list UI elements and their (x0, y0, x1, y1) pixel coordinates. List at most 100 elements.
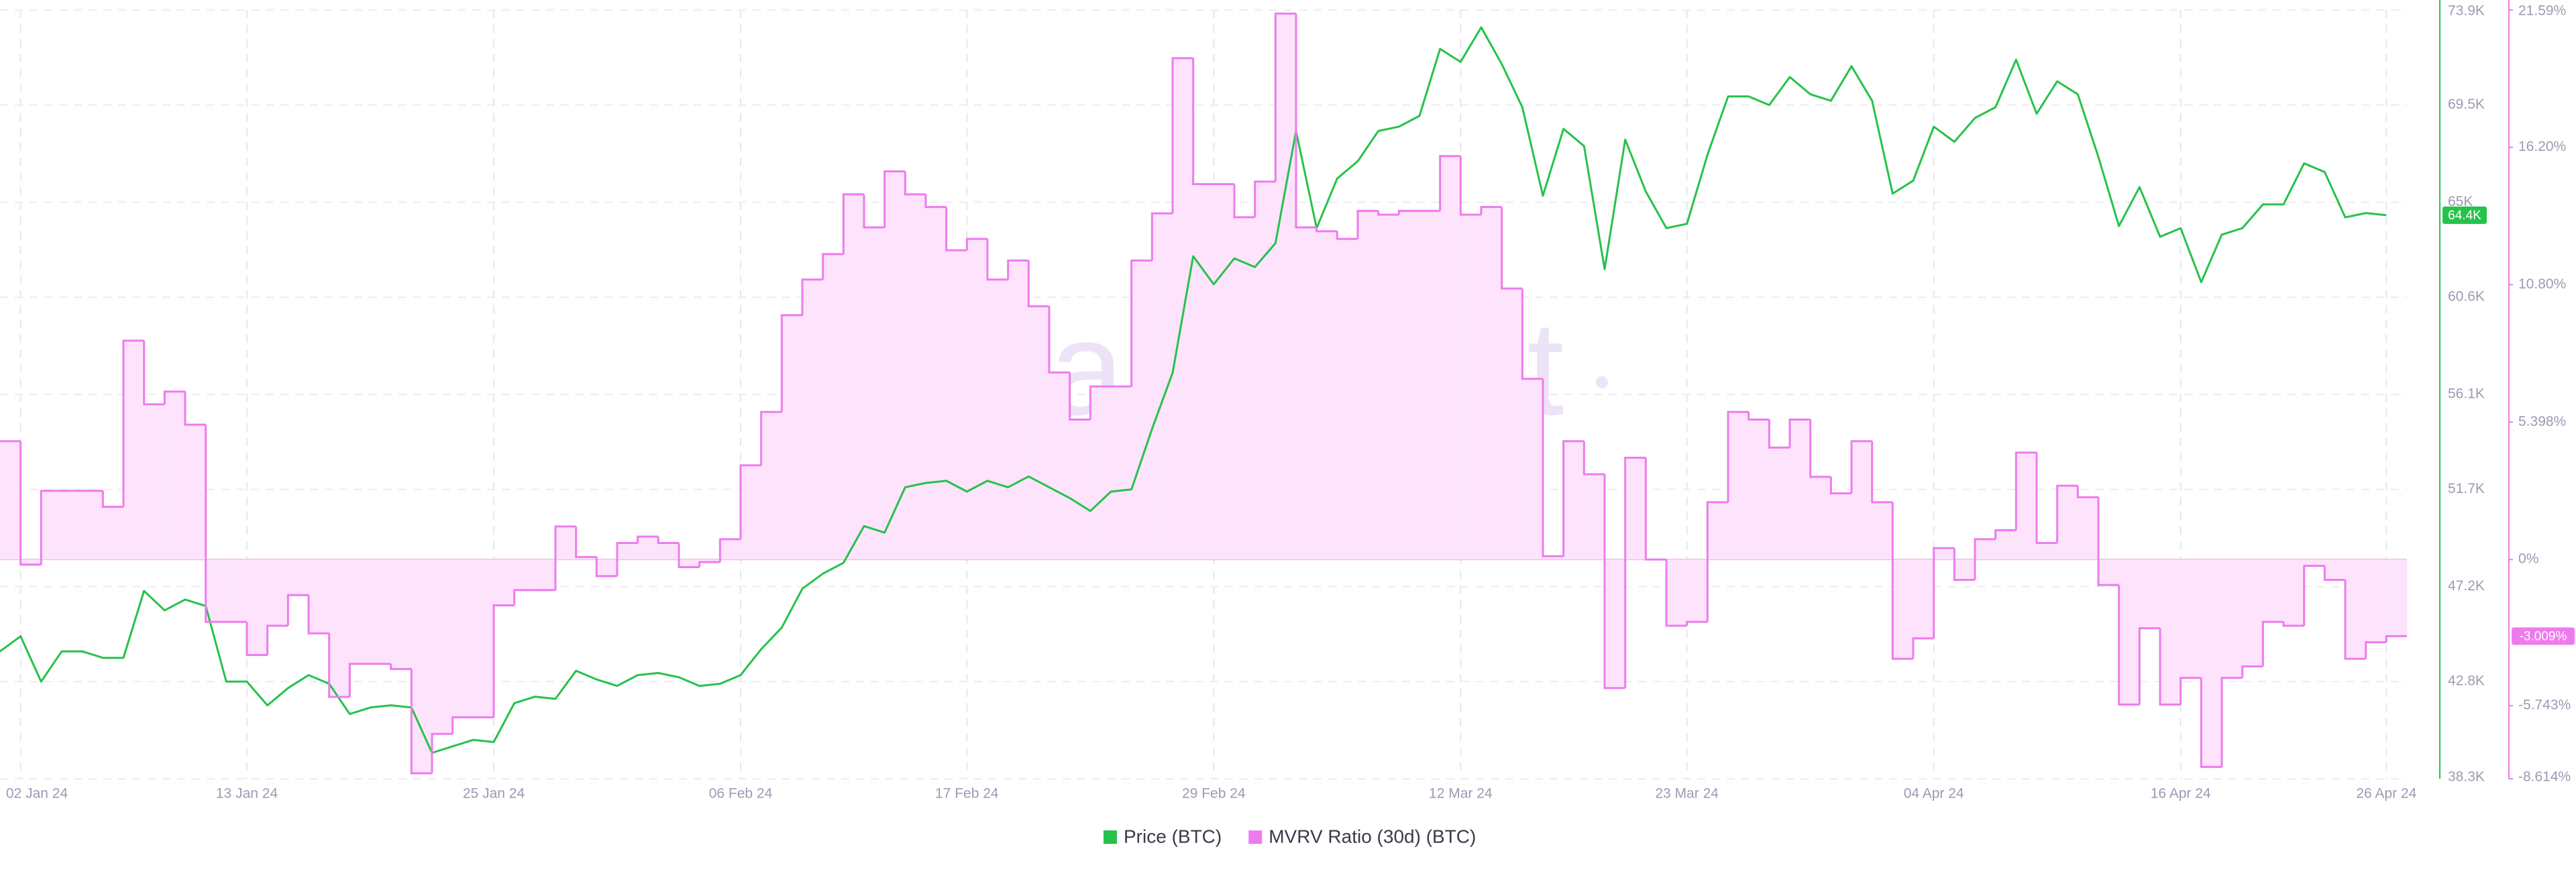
mvrv-step (1933, 547, 1955, 639)
mvrv-area (1522, 378, 1544, 560)
mvrv-area (82, 490, 103, 560)
mvrv-step (945, 207, 967, 252)
mvrv-step (678, 543, 700, 569)
mvrv-area (144, 404, 165, 560)
y-tick-label: 65K (2448, 194, 2473, 209)
mvrv-step (575, 526, 597, 558)
mvrv-area (1543, 556, 1564, 560)
mvrv-area (1028, 306, 1050, 560)
mvrv-step (1171, 57, 1193, 214)
mvrv-area (2139, 559, 2161, 629)
mvrv-area (946, 250, 967, 560)
mvrv-step (1768, 419, 1790, 449)
last-value-badge (2512, 627, 2575, 645)
mvrv-area (967, 239, 988, 560)
mvrv-area (576, 557, 597, 560)
legend-swatch (1248, 830, 1263, 844)
mvrv-area (679, 559, 700, 567)
mvrv-step (1644, 457, 1666, 561)
mvrv-area (1851, 441, 1873, 560)
mvrv-area (741, 465, 762, 560)
mvrv-area (1810, 476, 1831, 560)
x-tick-label: 23 Mar 24 (1655, 786, 1719, 802)
mvrv-step (2282, 622, 2304, 627)
mvrv-area (658, 543, 680, 560)
mvrv-area (1707, 502, 1729, 560)
mvrv-step (1130, 259, 1152, 387)
y2-tick-label: -8.614% (2518, 769, 2571, 785)
mvrv-area (987, 279, 1009, 560)
mvrv-step (1027, 260, 1049, 308)
mvrv-step (1706, 501, 1728, 622)
y-tick-label: 69.5K (2448, 97, 2485, 112)
mvrv-area (1605, 559, 1626, 688)
mvrv-step (1254, 180, 1276, 217)
mvrv-step (513, 589, 535, 606)
legend-label: Price (BTC) (1124, 826, 1222, 847)
legend-item[interactable]: Price (BTC) (1104, 826, 1222, 847)
mvrv-area (1728, 412, 1750, 560)
last-value-label: 64.4K (2448, 209, 2481, 223)
mvrv-step (1809, 419, 1831, 478)
mvrv-area (1460, 215, 1482, 560)
mvrv-step (1089, 385, 1111, 420)
mvrv-area (123, 340, 145, 560)
mvrv-step (1397, 209, 1419, 215)
mvrv-step (2056, 484, 2078, 543)
mvrv-area (20, 559, 42, 565)
mvrv-area (1049, 372, 1071, 560)
mvrv-area (2386, 559, 2408, 637)
y-tick-label: 60.6K (2448, 289, 2485, 305)
mvrv-step (1439, 155, 1461, 211)
mvrv-area (2057, 486, 2078, 560)
mvrv-area (2222, 559, 2243, 678)
y2-tick-label: 5.398% (2518, 414, 2566, 429)
mvrv-area (720, 539, 741, 560)
mvrv-step (1912, 637, 1934, 659)
mvrv-area (1584, 474, 1605, 560)
mvrv-area (1008, 260, 1029, 560)
mvrv-area (802, 279, 824, 560)
legend-item[interactable]: MVRV Ratio (30d) (BTC) (1248, 826, 1476, 847)
mvrv-area (1440, 156, 1461, 560)
y2-tick-label: 10.80% (2518, 276, 2566, 292)
y-tick-label: 56.1K (2448, 386, 2485, 402)
x-tick-label: 17 Feb 24 (935, 786, 999, 802)
mvrv-area (617, 543, 639, 560)
mvrv-step (40, 490, 62, 565)
mvrv-step (451, 716, 474, 734)
mvrv-area (2201, 559, 2222, 767)
mvrv-step (1480, 206, 1502, 215)
mvrv-area (370, 559, 392, 664)
mvrv-area (1872, 502, 1893, 560)
mvrv-area (1995, 530, 2017, 560)
mvrv-area (1152, 213, 1173, 560)
mvrv-step (1501, 207, 1523, 290)
mvrv-step (1686, 620, 1708, 626)
mvrv-step (143, 340, 165, 406)
x-tick-label: 04 Apr 24 (1904, 786, 1964, 802)
mvrv-area (1275, 13, 1297, 560)
mvrv-area (1399, 211, 1420, 560)
mvrv-area (1296, 227, 1318, 560)
mvrv-step (1624, 456, 1646, 688)
mvrv-area (1625, 457, 1646, 560)
mvrv-area (2345, 559, 2367, 659)
mvrv-step (1336, 231, 1358, 240)
mvrv-area (905, 194, 926, 560)
mvrv-area (2098, 559, 2120, 586)
mvrv-step (822, 253, 844, 280)
mvrv-step (1356, 209, 1379, 239)
mvrv-area (926, 207, 947, 560)
mvrv-area (514, 559, 535, 590)
mvrv-step (657, 537, 679, 545)
mvrv-step (307, 595, 329, 635)
mvrv-area (761, 412, 782, 560)
mvrv-step (1007, 259, 1029, 280)
x-tick-label: 29 Feb 24 (1182, 786, 1246, 802)
mvrv-step (637, 535, 659, 543)
mvrv-area (2242, 559, 2263, 667)
mvrv-step (842, 193, 864, 254)
mvrv-area (1892, 559, 1914, 659)
mvrv-step (1295, 13, 1317, 229)
